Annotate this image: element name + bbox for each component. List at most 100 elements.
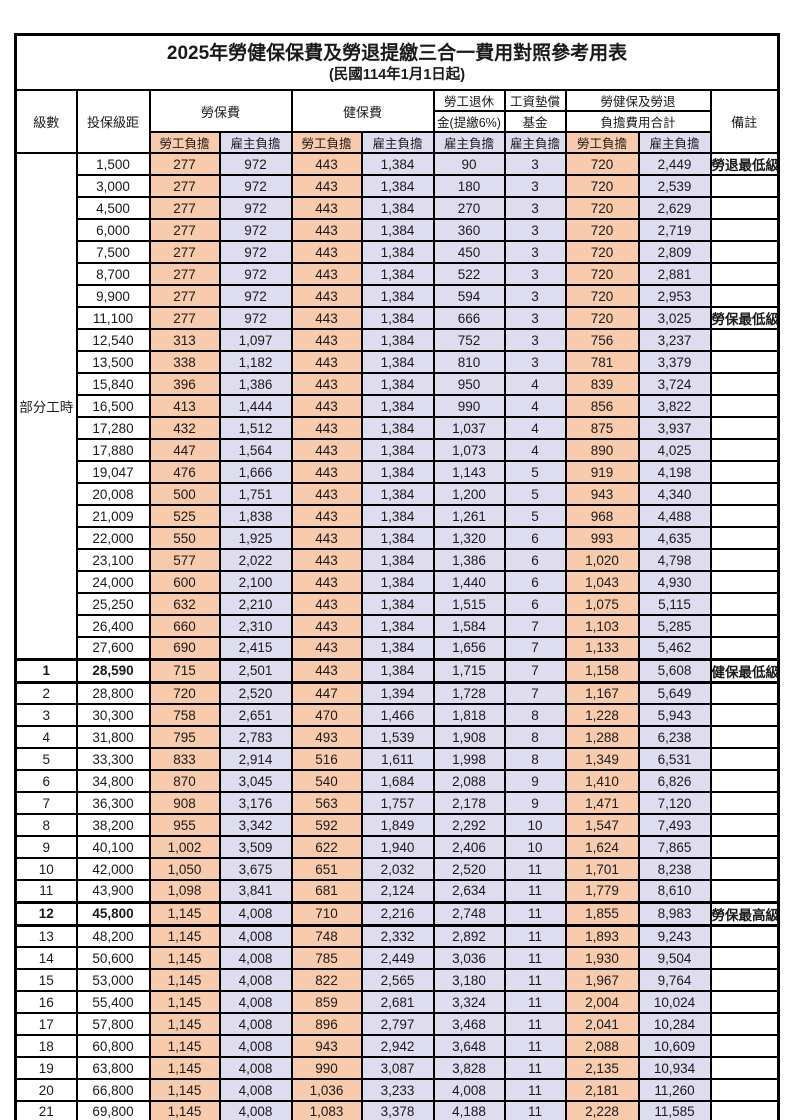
value-cell-health-employer: 1,539 <box>360 725 435 749</box>
table-row: 18 60,800 1,145 4,008 943 2,942 3,648 11 2,088 10… <box>14 1034 780 1058</box>
value-cell-labor-employee: 715 <box>148 657 221 684</box>
note-cell <box>709 174 780 198</box>
value-cell-health-employer: 1,384 <box>360 504 435 528</box>
value-cell-pension-employer: 90 <box>432 152 506 176</box>
value-cell-labor-employee: 277 <box>148 196 221 220</box>
value-cell-wage-fund-employer: 7 <box>503 614 567 638</box>
value-cell-total-employee: 1,410 <box>564 769 640 793</box>
subheader-health-employer: 雇主負擔 <box>360 131 435 154</box>
value-cell-pension-employer: 3,180 <box>432 968 506 992</box>
value-cell-wage-fund-employer: 3 <box>503 262 567 286</box>
value-cell-labor-employee: 1,145 <box>148 1100 221 1120</box>
note-cell <box>709 394 780 418</box>
salary-bracket-cell: 6,000 <box>75 218 151 242</box>
value-cell-labor-employee: 413 <box>148 394 221 418</box>
note-cell <box>709 769 780 793</box>
value-cell-total-employee: 890 <box>564 438 640 462</box>
level-cell: 9 <box>14 835 78 859</box>
value-cell-labor-employer: 4,008 <box>218 946 293 970</box>
value-cell-total-employee: 1,855 <box>564 900 640 927</box>
value-cell-labor-employee: 600 <box>148 570 221 594</box>
salary-bracket-cell: 38,200 <box>75 813 151 837</box>
value-cell-labor-employer: 4,008 <box>218 1034 293 1058</box>
value-cell-pension-employer: 4,188 <box>432 1100 506 1120</box>
level-cell: 19 <box>14 1056 78 1080</box>
salary-bracket-cell: 19,047 <box>75 460 151 484</box>
note-cell <box>709 482 780 506</box>
value-cell-health-employee: 710 <box>290 900 363 927</box>
value-cell-wage-fund-employer: 6 <box>503 548 567 572</box>
value-cell-labor-employer: 1,182 <box>218 350 293 374</box>
value-cell-labor-employer: 1,512 <box>218 416 293 440</box>
note-cell <box>709 1012 780 1036</box>
value-cell-health-employer: 1,384 <box>360 196 435 220</box>
value-cell-total-employer: 5,608 <box>637 657 712 684</box>
value-cell-health-employee: 443 <box>290 284 363 308</box>
level-cell: 15 <box>14 968 78 992</box>
header-row-1: 級數 投保級距 勞保費 健保費 勞工退休 工資墊償 勞健保及勞退 備註 <box>14 89 780 154</box>
value-cell-wage-fund-employer: 11 <box>503 879 567 903</box>
value-cell-pension-employer: 3,648 <box>432 1034 506 1058</box>
value-cell-pension-employer: 270 <box>432 196 506 220</box>
salary-bracket-cell: 45,800 <box>75 900 151 927</box>
value-cell-labor-employer: 4,008 <box>218 924 293 948</box>
value-cell-total-employee: 1,075 <box>564 592 640 616</box>
value-cell-labor-employer: 1,925 <box>218 526 293 550</box>
note-cell <box>709 592 780 616</box>
value-cell-total-employer: 10,609 <box>637 1034 712 1058</box>
value-cell-health-employer: 1,757 <box>360 791 435 815</box>
premium-table: 2025年勞健保保費及勞退提繳三合一費用對照參考用表 (民國114年1月1日起)… <box>14 33 781 1120</box>
value-cell-health-employee: 1,083 <box>290 1100 363 1120</box>
value-cell-pension-employer: 450 <box>432 240 506 264</box>
value-cell-total-employer: 5,462 <box>637 636 712 660</box>
value-cell-labor-employer: 2,022 <box>218 548 293 572</box>
value-cell-pension-employer: 810 <box>432 350 506 374</box>
note-cell <box>709 570 780 594</box>
value-cell-wage-fund-employer: 4 <box>503 416 567 440</box>
value-cell-health-employer: 1,384 <box>360 372 435 396</box>
value-cell-wage-fund-employer: 11 <box>503 1100 567 1120</box>
value-cell-total-employee: 1,288 <box>564 725 640 749</box>
value-cell-health-employee: 563 <box>290 791 363 815</box>
value-cell-labor-employer: 972 <box>218 218 293 242</box>
salary-bracket-cell: 55,400 <box>75 990 151 1014</box>
value-cell-total-employee: 1,158 <box>564 657 640 684</box>
value-cell-total-employer: 10,024 <box>637 990 712 1014</box>
value-cell-total-employee: 756 <box>564 328 640 352</box>
value-cell-health-employer: 2,332 <box>360 924 435 948</box>
value-cell-pension-employer: 1,515 <box>432 592 506 616</box>
level-cell: 7 <box>14 791 78 815</box>
note-cell <box>709 813 780 837</box>
salary-bracket-cell: 12,540 <box>75 328 151 352</box>
value-cell-total-employee: 720 <box>564 284 640 308</box>
value-cell-wage-fund-employer: 11 <box>503 857 567 881</box>
table-row: 7 36,300 908 3,176 563 1,757 2,178 9 1,471 7,120 <box>14 791 780 815</box>
value-cell-labor-employee: 500 <box>148 482 221 506</box>
value-cell-health-employee: 443 <box>290 482 363 506</box>
value-cell-pension-employer: 3,828 <box>432 1056 506 1080</box>
value-cell-health-employee: 443 <box>290 328 363 352</box>
note-cell <box>709 262 780 286</box>
page-title: 2025年勞健保保費及勞退提繳三合一費用對照參考用表 <box>166 43 628 65</box>
value-cell-total-employer: 2,881 <box>637 262 712 286</box>
value-cell-labor-employer: 2,310 <box>218 614 293 638</box>
value-cell-pension-employer: 3,324 <box>432 990 506 1014</box>
table-row: 16,500 413 1,444 443 1,384 990 4 856 3,822 <box>16 394 780 418</box>
value-cell-pension-employer: 522 <box>432 262 506 286</box>
salary-bracket-cell: 28,590 <box>75 657 151 684</box>
value-cell-total-employer: 9,504 <box>637 946 712 970</box>
value-cell-health-employer: 2,681 <box>360 990 435 1014</box>
value-cell-health-employer: 1,384 <box>360 240 435 264</box>
value-cell-wage-fund-employer: 10 <box>503 813 567 837</box>
level-cell: 2 <box>14 681 78 705</box>
value-cell-labor-employee: 1,050 <box>148 857 221 881</box>
value-cell-total-employer: 4,025 <box>637 438 712 462</box>
note-cell <box>709 218 780 242</box>
value-cell-health-employer: 1,384 <box>360 614 435 638</box>
value-cell-total-employer: 6,826 <box>637 769 712 793</box>
value-cell-total-employee: 2,228 <box>564 1100 640 1120</box>
note-cell <box>709 1100 780 1120</box>
salary-bracket-cell: 57,800 <box>75 1012 151 1036</box>
value-cell-health-employee: 443 <box>290 614 363 638</box>
